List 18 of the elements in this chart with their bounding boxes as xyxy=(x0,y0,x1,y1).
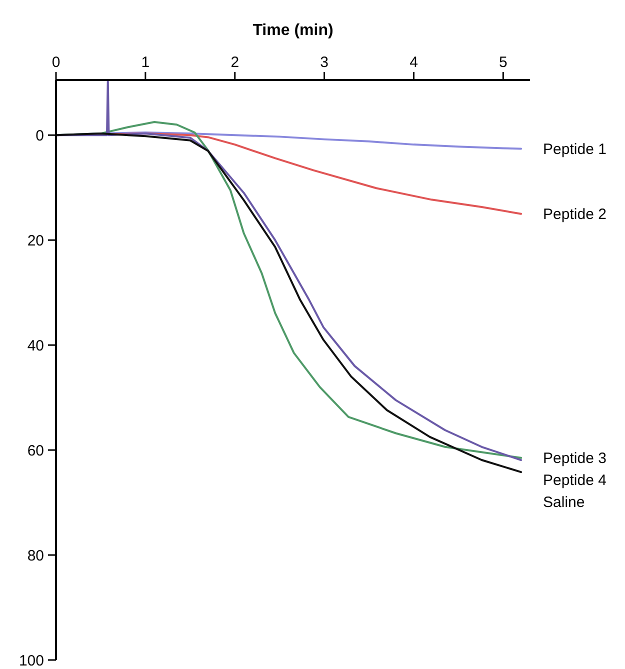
y-tick-label: 40 xyxy=(27,337,44,354)
x-axis-title: Time (min) xyxy=(252,22,334,39)
series-label: Peptide 2 xyxy=(543,206,606,224)
text: Saline xyxy=(543,494,585,512)
series-label: Peptide 1 xyxy=(543,141,606,158)
y-tick-label: 0 xyxy=(36,127,44,144)
series-label: Peptide 4 xyxy=(543,472,606,490)
x-tick-label: 5 xyxy=(499,54,508,71)
y-tick-label: 20 xyxy=(27,232,44,250)
y-tick-label: 80 xyxy=(27,547,44,564)
x-tick-label: 0 xyxy=(52,54,60,71)
x-tick-label: 4 xyxy=(410,54,418,71)
x-tick-label: 1 xyxy=(141,54,150,71)
x-tick-label: 3 xyxy=(320,54,328,71)
x-tick-label: 2 xyxy=(230,54,240,71)
series-label: Peptide 3 xyxy=(543,450,606,468)
y-tick-label: 60 xyxy=(27,442,44,460)
y-tick-label: 100 xyxy=(18,652,44,669)
